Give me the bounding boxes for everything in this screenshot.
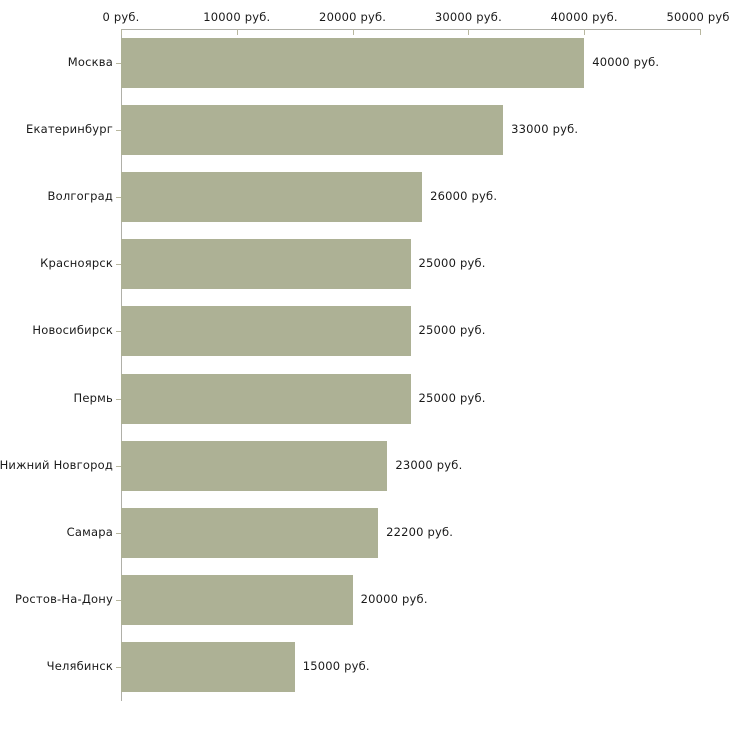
category-label: Ростов-На-Дону <box>15 592 113 607</box>
bar-value-label: 40000 руб. <box>592 54 660 69</box>
category-label: Екатеринбург <box>26 121 113 136</box>
x-tick-label: 0 руб. <box>102 10 140 24</box>
category-label: Пермь <box>73 390 113 405</box>
bar-value-label: 22200 руб. <box>386 525 454 539</box>
y-tick-mark <box>116 533 121 534</box>
category-label: Самара <box>66 525 113 539</box>
bar[interactable] <box>121 239 411 290</box>
y-tick-mark <box>116 600 121 601</box>
bar[interactable] <box>121 642 295 693</box>
bar-value-label: 15000 руб. <box>302 659 370 674</box>
y-tick-mark <box>116 130 121 131</box>
y-tick-mark <box>116 667 121 668</box>
bar-value-label: 25000 руб. <box>418 323 486 338</box>
x-tick-mark <box>584 29 586 35</box>
x-tick-mark <box>352 29 354 35</box>
bar[interactable] <box>121 104 504 155</box>
y-tick-mark <box>116 466 121 467</box>
y-tick-mark <box>116 331 121 332</box>
x-tick-mark <box>121 29 122 35</box>
bar-value-label: 20000 руб. <box>360 592 428 607</box>
y-tick-mark <box>116 264 121 265</box>
bar[interactable] <box>121 508 379 558</box>
y-tick-mark <box>116 197 121 198</box>
y-tick-mark <box>116 399 121 400</box>
bar-value-label: 25000 руб. <box>418 256 486 271</box>
bar-value-label: 23000 руб. <box>395 457 463 472</box>
x-tick-mark <box>700 29 701 35</box>
category-label: Красноярск <box>40 256 113 271</box>
bar-value-label: 25000 руб. <box>418 390 486 405</box>
x-tick-label: 50000 руб. <box>666 10 730 24</box>
x-tick-mark <box>468 29 470 35</box>
bar[interactable] <box>121 440 388 491</box>
bar-value-label: 26000 руб. <box>430 189 498 203</box>
x-tick-label: 40000 руб. <box>550 10 618 24</box>
bar[interactable] <box>121 575 353 626</box>
category-label: Челябинск <box>46 659 113 674</box>
category-label: Волгоград <box>47 189 113 203</box>
x-tick-label: 20000 руб. <box>319 10 387 24</box>
x-tick-mark <box>236 29 238 35</box>
x-axis-line <box>121 29 700 30</box>
bar-value-label: 33000 руб. <box>511 121 579 136</box>
bar[interactable] <box>121 37 585 88</box>
category-label: Нижний Новгород <box>0 457 113 472</box>
bar[interactable] <box>121 373 411 424</box>
bar[interactable] <box>121 172 423 222</box>
x-tick-label: 30000 руб. <box>434 10 502 24</box>
bar[interactable] <box>121 306 411 357</box>
category-label: Новосибирск <box>32 323 113 338</box>
category-label: Москва <box>67 54 113 69</box>
x-tick-label: 10000 руб. <box>203 10 271 24</box>
y-tick-mark <box>116 63 121 64</box>
y-axis-line <box>121 29 122 701</box>
